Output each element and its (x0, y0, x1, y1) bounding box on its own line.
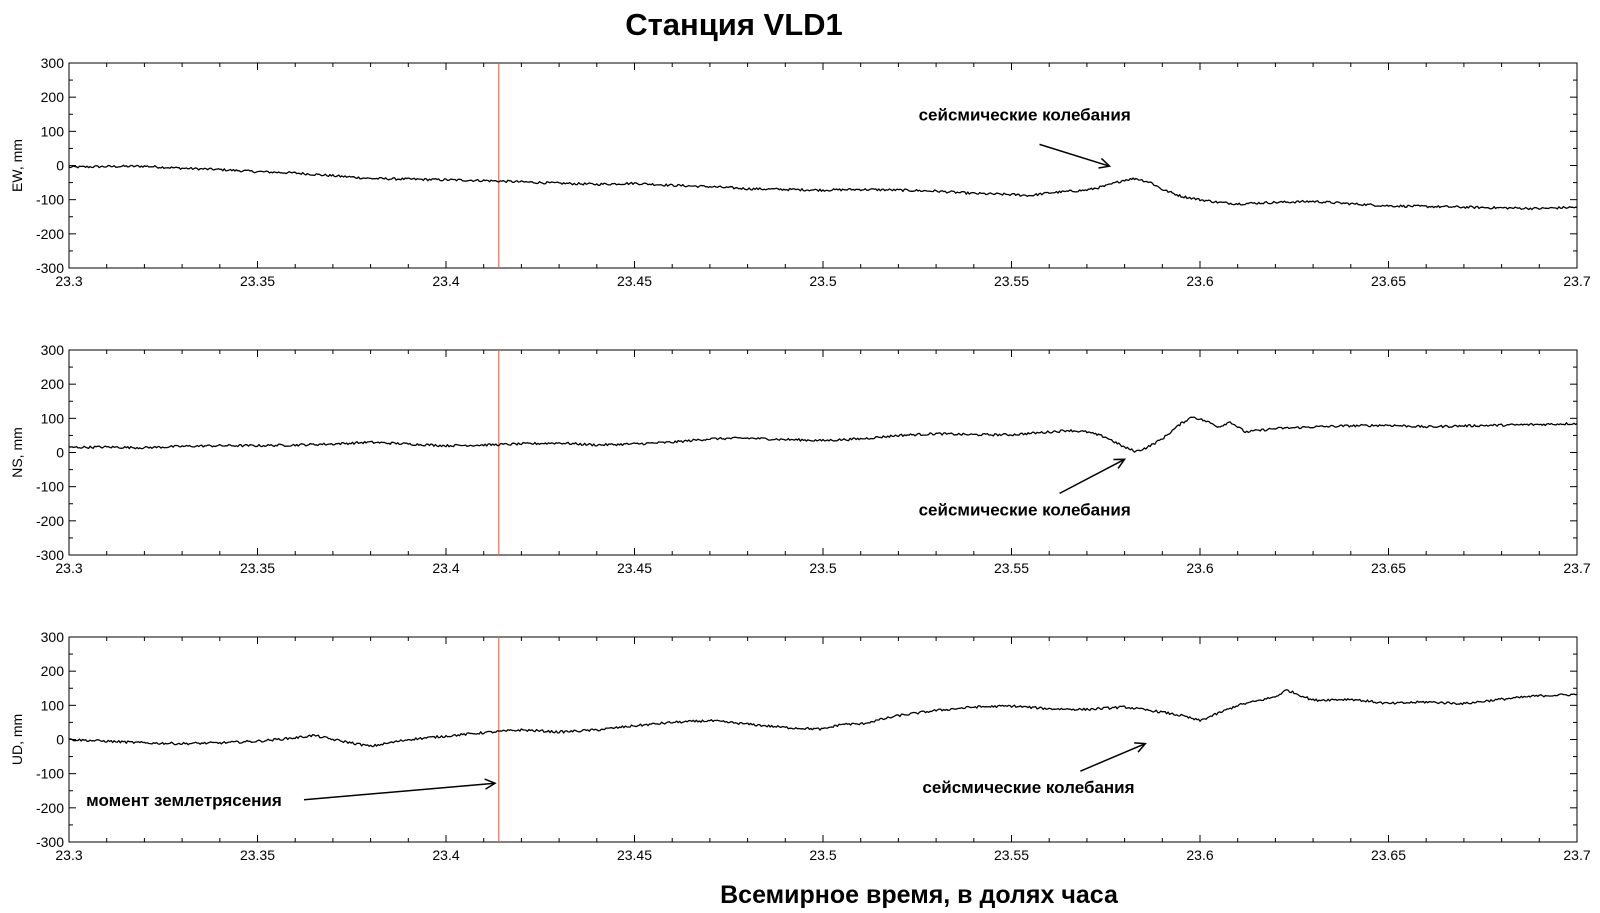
x-tick-label: 23.6 (1186, 560, 1213, 576)
axes-frame-ns (68, 349, 1578, 556)
signal-line-ns (68, 416, 1578, 453)
y-tick-label: 100 (41, 123, 65, 139)
y-tick-label: 0 (56, 445, 64, 461)
y-tick-label: 0 (56, 158, 64, 174)
y-tick-label: -200 (36, 513, 64, 529)
x-tick-label: 23.55 (994, 273, 1029, 289)
annotation-arrow (1059, 458, 1125, 495)
y-tick-label: 300 (41, 629, 65, 645)
y-tick-label: 100 (41, 410, 65, 426)
annotation-label: момент землетрясения (86, 791, 282, 810)
x-tick-label: 23.3 (55, 273, 82, 289)
x-tick-label: 23.45 (617, 273, 652, 289)
y-tick-label: -100 (36, 479, 64, 495)
panels: 23.3 23.35 23.4 23.45 23.5 23.55 23.6 23.65 23.7… (9, 55, 1591, 863)
x-tick-label: 23.6 (1186, 847, 1213, 863)
chart-title: Станция VLD1 (625, 7, 843, 42)
x-tick-label: 23.5 (809, 273, 836, 289)
y-tick-label: -200 (36, 800, 64, 816)
y-tick-label: -200 (36, 226, 64, 242)
y-axis-label-ud: UD, mm (9, 714, 25, 765)
y-tick-label: -100 (36, 766, 64, 782)
annotation-arrowhead (1098, 157, 1112, 169)
x-tick-label: 23.45 (617, 560, 652, 576)
annotation-arrowhead (1134, 742, 1147, 753)
x-tick-label: 23.55 (994, 560, 1029, 576)
x-tick-label: 23.55 (994, 847, 1029, 863)
y-tick-label: 100 (41, 697, 65, 713)
panel-ud: 23.3 23.35 23.4 23.45 23.5 23.55 23.6 23.65 23.7… (9, 629, 1591, 863)
panel-ew: 23.3 23.35 23.4 23.45 23.5 23.55 23.6 23.65 23.7… (9, 55, 1591, 289)
y-tick-label: 0 (56, 732, 64, 748)
x-tick-label: 23.7 (1563, 847, 1590, 863)
annotation-arrow (1080, 742, 1146, 772)
annotation-arrowhead (484, 778, 497, 790)
y-tick-label: -300 (36, 834, 64, 850)
x-tick-label: 23.7 (1563, 273, 1590, 289)
signal-line-ud (68, 689, 1578, 748)
y-tick-label: 200 (41, 376, 65, 392)
x-tick-label: 23.6 (1186, 273, 1213, 289)
annotation-arrow (1039, 143, 1110, 167)
axes-frame-ud (68, 636, 1578, 843)
y-axis-label-ns: NS, mm (9, 427, 25, 478)
y-axis-label-ew: EW, mm (9, 139, 25, 192)
x-tick-label: 23.3 (55, 847, 82, 863)
y-tick-label: -100 (36, 192, 64, 208)
annotation-label: сейсмические колебания (919, 500, 1131, 519)
x-tick-label: 23.3 (55, 560, 82, 576)
x-tick-label: 23.35 (240, 560, 275, 576)
y-tick-label: 200 (41, 663, 65, 679)
signal-line-ew (68, 164, 1577, 211)
x-tick-label: 23.5 (809, 560, 836, 576)
x-tick-label: 23.65 (1371, 560, 1406, 576)
annotation-arrowhead (1113, 458, 1127, 469)
x-tick-label: 23.35 (240, 847, 275, 863)
y-tick-label: 200 (41, 89, 65, 105)
x-tick-label: 23.4 (432, 273, 459, 289)
axes-frame-ew (68, 62, 1578, 269)
y-tick-label: 300 (41, 342, 65, 358)
annotation-label: сейсмические колебания (922, 778, 1134, 797)
x-axis-title: Всемирное время, в долях часа (720, 881, 1119, 909)
x-tick-label: 23.65 (1371, 273, 1406, 289)
y-tick-label: 300 (41, 55, 65, 71)
x-tick-label: 23.7 (1563, 560, 1590, 576)
annotation-arrow (303, 782, 496, 801)
x-tick-label: 23.4 (432, 847, 459, 863)
x-tick-label: 23.4 (432, 560, 459, 576)
x-tick-label: 23.35 (240, 273, 275, 289)
x-tick-label: 23.45 (617, 847, 652, 863)
y-tick-label: -300 (36, 260, 64, 276)
y-tick-label: -300 (36, 547, 64, 563)
x-tick-label: 23.5 (809, 847, 836, 863)
panel-ns: 23.3 23.35 23.4 23.45 23.5 23.55 23.6 23.65 23.7… (9, 342, 1591, 576)
x-tick-label: 23.65 (1371, 847, 1406, 863)
annotation-label: сейсмические колебания (919, 105, 1131, 124)
